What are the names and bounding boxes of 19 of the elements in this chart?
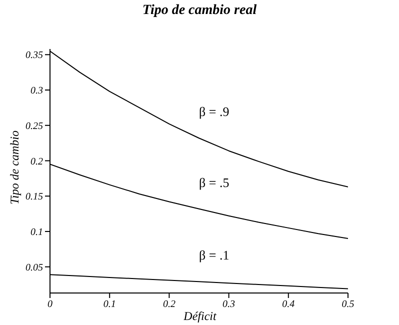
- y-tick-label: 0.3: [30, 86, 43, 97]
- x-tick-label: 0.1: [103, 299, 116, 310]
- x-tick-label: 0.2: [162, 299, 176, 310]
- y-tick-label: 0.05: [26, 262, 43, 274]
- series-label: β = .9: [199, 104, 230, 120]
- y-tick-label: 0.35: [26, 50, 43, 62]
- x-axis-title: Déficit: [182, 309, 218, 324]
- x-tick-label: 0.3: [222, 299, 236, 310]
- x-tick-label: 0.5: [342, 299, 354, 310]
- y-tick-label: 0.2: [30, 156, 43, 168]
- y-axis-title: Tipo de cambio: [8, 130, 22, 206]
- x-tick-label: 0: [48, 299, 52, 310]
- y-tick-label: 0.25: [26, 120, 43, 132]
- chart-title: Tipo de cambio real: [141, 3, 258, 19]
- series-label: β = .5: [199, 174, 230, 190]
- series-label: β = .1: [199, 248, 230, 263]
- y-tick-label: 0.1: [30, 227, 43, 238]
- y-tick-label: 0.15: [26, 192, 43, 203]
- x-tick-label: 0.4: [282, 299, 295, 310]
